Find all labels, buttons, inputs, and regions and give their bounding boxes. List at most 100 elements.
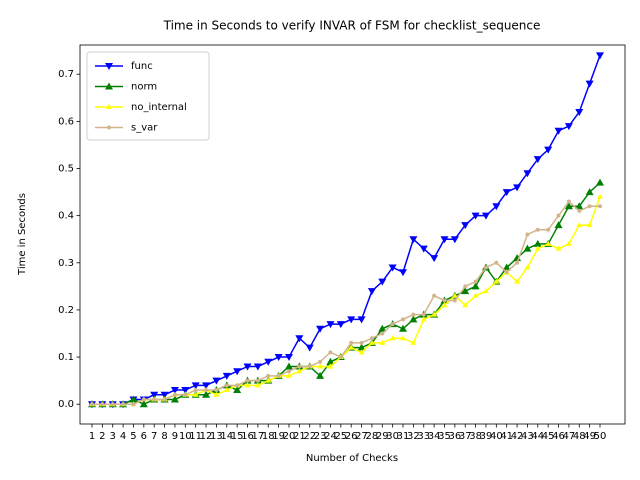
point [100, 402, 105, 407]
y-axis-label: Time in Seconds [17, 193, 28, 276]
x-tick-label: 25 [334, 431, 347, 442]
point [358, 349, 365, 355]
point [328, 350, 333, 355]
chart-title: Time in Seconds to verify INVAR of FSM f… [163, 19, 541, 33]
point [107, 125, 111, 130]
point [357, 343, 366, 351]
point [566, 199, 571, 204]
point [378, 278, 387, 286]
series-line [92, 196, 601, 405]
x-tick-label: 28 [366, 431, 379, 442]
point [420, 316, 427, 322]
y-tick-label: 0.6 [58, 116, 74, 127]
point [233, 368, 242, 376]
point [105, 82, 113, 90]
x-tick-label: 26 [345, 431, 358, 442]
x-tick-label: 22 [303, 431, 316, 442]
point [564, 202, 573, 210]
x-tick-label: 42 [511, 431, 524, 442]
x-tick-label: 24 [324, 431, 337, 442]
point [131, 402, 136, 407]
point [432, 293, 437, 298]
y-tick-label: 0.3 [58, 258, 74, 269]
point [347, 316, 356, 324]
point [587, 204, 592, 209]
x-tick-label: 41 [500, 431, 513, 442]
point [586, 222, 593, 228]
x-tick-label: 40 [490, 431, 503, 442]
point [483, 265, 488, 270]
point [431, 311, 438, 317]
point [564, 123, 573, 131]
x-tick-label: 38 [469, 431, 482, 442]
point [105, 63, 113, 70]
point [421, 312, 426, 317]
series-line [92, 182, 601, 406]
point [533, 239, 542, 247]
point [316, 371, 325, 379]
point [546, 227, 551, 232]
point [554, 221, 563, 229]
point [212, 377, 221, 385]
point [378, 324, 387, 332]
x-tick-label: 29 [376, 431, 389, 442]
point [110, 402, 115, 407]
point [409, 315, 418, 323]
point [338, 355, 343, 360]
point [399, 269, 408, 277]
y-tick-label: 0.0 [58, 399, 74, 410]
point [296, 368, 303, 374]
point [254, 382, 261, 388]
point [152, 397, 157, 402]
point [266, 373, 271, 378]
x-tick-label: 8 [161, 431, 167, 442]
point [192, 391, 199, 397]
point [316, 325, 325, 333]
point [390, 322, 395, 327]
point [379, 339, 386, 345]
x-tick-label: 20 [283, 431, 296, 442]
point [244, 382, 251, 388]
x-tick-label: 6 [141, 431, 147, 442]
y-tick-label: 0.2 [58, 305, 74, 316]
point [441, 302, 448, 308]
point [274, 354, 283, 362]
point [380, 331, 385, 336]
point [388, 264, 397, 272]
point [493, 278, 500, 284]
point [461, 222, 470, 230]
point [401, 317, 406, 322]
legend-label: no_internal [131, 102, 187, 113]
point [463, 284, 468, 289]
point [585, 80, 594, 88]
point [245, 378, 250, 383]
point [577, 208, 582, 213]
x-tick-label: 7 [151, 431, 157, 442]
point [554, 127, 563, 135]
point [295, 335, 304, 343]
point [318, 359, 323, 364]
point [399, 324, 408, 332]
point [349, 340, 354, 345]
point [575, 108, 584, 116]
point [473, 279, 478, 284]
y-tick-label: 0.5 [58, 164, 74, 175]
point [326, 357, 335, 365]
x-tick-label: 49 [583, 431, 596, 442]
point [202, 390, 211, 398]
point [327, 363, 334, 369]
point [181, 387, 190, 395]
series [88, 178, 604, 408]
point [504, 270, 509, 275]
point [471, 212, 480, 220]
x-tick-label: 34 [428, 431, 441, 442]
point [596, 178, 604, 186]
x-tick-label: 14 [220, 431, 233, 442]
point [264, 358, 273, 366]
point [515, 260, 520, 265]
point [213, 391, 220, 397]
x-tick-label: 19 [272, 431, 285, 442]
point [243, 363, 252, 371]
legend: func norm no_internal s_var [86, 51, 210, 141]
point [305, 344, 314, 352]
